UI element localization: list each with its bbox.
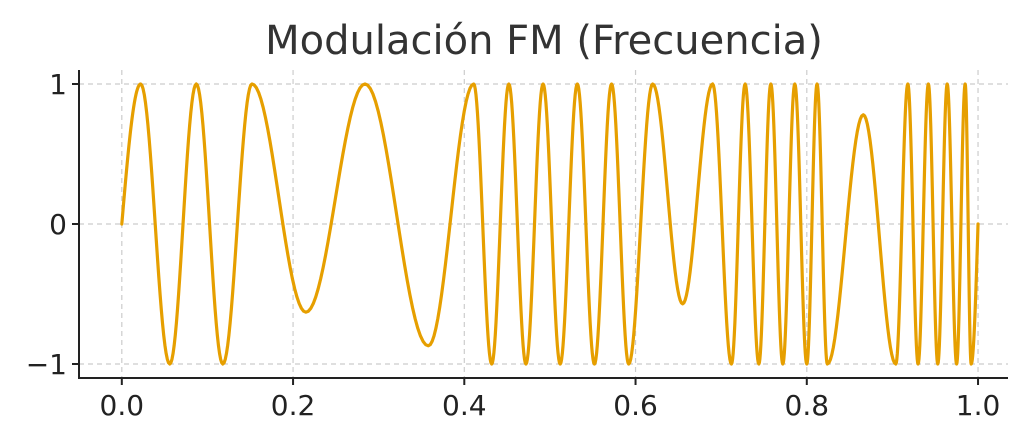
x-tick-label: 0.0 <box>100 389 145 422</box>
ticks: 0.0 0.2 0.4 0.6 0.8 1.0 1 0 −1 <box>26 68 1001 422</box>
x-tick-label: 0.8 <box>785 389 830 422</box>
x-tick-label: 1.0 <box>956 389 1001 422</box>
y-tick-label: 1 <box>49 68 67 101</box>
plot-area <box>120 82 980 366</box>
grid <box>79 70 1008 378</box>
x-tick-label: 0.2 <box>271 389 316 422</box>
x-tick-label: 0.6 <box>613 389 658 422</box>
y-tick-label: −1 <box>26 348 67 381</box>
x-tick-label: 0.4 <box>442 389 487 422</box>
series-line <box>120 82 980 366</box>
chart-title: Modulación FM (Frecuencia) <box>265 18 823 64</box>
y-tick-label: 0 <box>49 208 67 241</box>
